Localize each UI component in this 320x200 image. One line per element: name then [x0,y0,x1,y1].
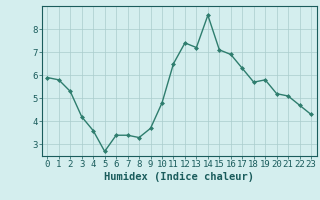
X-axis label: Humidex (Indice chaleur): Humidex (Indice chaleur) [104,172,254,182]
